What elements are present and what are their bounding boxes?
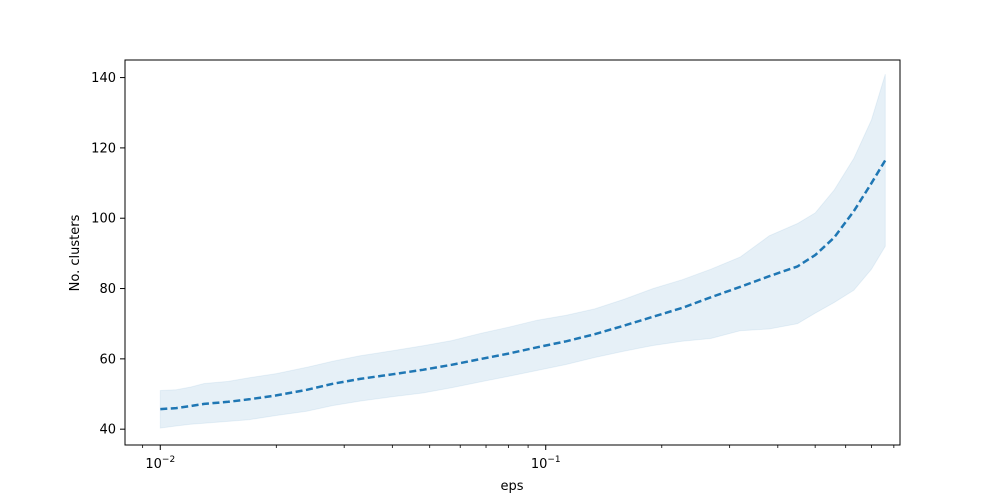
x-tick-label: 10−1 — [531, 455, 561, 472]
plot-area — [125, 60, 900, 445]
y-tick-label: 40 — [99, 423, 116, 438]
x-tick-label: 10−2 — [145, 455, 175, 472]
y-tick-label: 120 — [91, 141, 116, 156]
y-tick-label: 60 — [99, 352, 116, 367]
y-tick-label: 100 — [91, 212, 116, 227]
y-axis-label: No. clusters — [68, 214, 83, 291]
series-line-0 — [160, 159, 887, 411]
confidence-band-0 — [159, 73, 886, 429]
y-tick-label: 140 — [91, 71, 116, 86]
confidence-band-layer — [159, 73, 886, 429]
plot-frame — [124, 59, 901, 446]
x-axis: 10−2 10−1 — [142, 445, 895, 472]
series-line-layer — [160, 159, 887, 411]
x-axis-label: eps — [500, 479, 523, 494]
y-axis: 40 60 80 100 120 140 — [91, 71, 125, 438]
y-tick-label: 80 — [99, 282, 116, 297]
